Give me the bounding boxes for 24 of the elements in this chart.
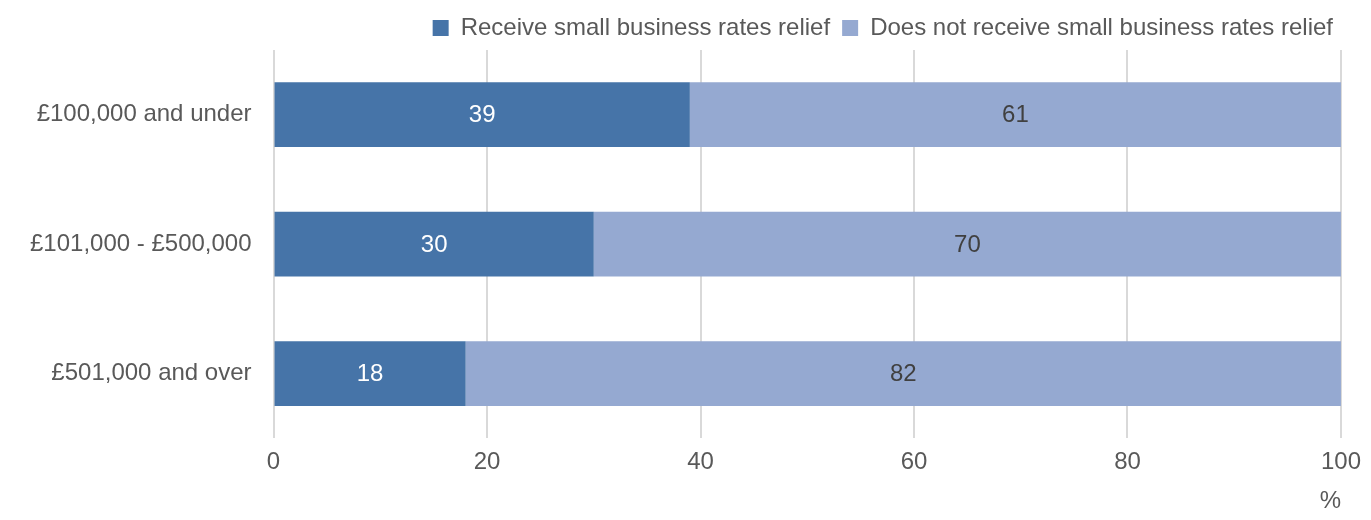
bar xyxy=(274,82,690,148)
x-tick-label: 0 xyxy=(266,447,281,475)
data-label: 39 xyxy=(468,100,496,128)
legend-label: Receive small business rates relief xyxy=(460,12,831,40)
x-tick-label: 100 xyxy=(1320,447,1361,475)
y-tick-label: £100,000 and under xyxy=(36,99,252,127)
data-label: 61 xyxy=(1002,100,1029,128)
x-tick-label: 40 xyxy=(687,447,714,475)
data-label: 30 xyxy=(420,229,448,257)
bar xyxy=(593,211,1341,277)
y-tick-label: £501,000 and over xyxy=(51,358,252,386)
data-label: 70 xyxy=(954,229,981,257)
x-tick-label: 80 xyxy=(1114,447,1141,475)
bar xyxy=(465,341,1341,407)
x-tick-label: 60 xyxy=(900,447,928,475)
data-label: 82 xyxy=(889,359,917,387)
x-tick-label: 20 xyxy=(473,447,501,475)
data-label: 18 xyxy=(356,359,384,387)
bar xyxy=(689,82,1341,148)
bar xyxy=(274,211,594,277)
legend-label: Does not receive small business rates relief xyxy=(870,12,1334,40)
y-tick-label: £101,000 - £500,000 xyxy=(30,228,252,256)
bar xyxy=(274,341,466,407)
x-axis-title: % xyxy=(1319,486,1341,514)
